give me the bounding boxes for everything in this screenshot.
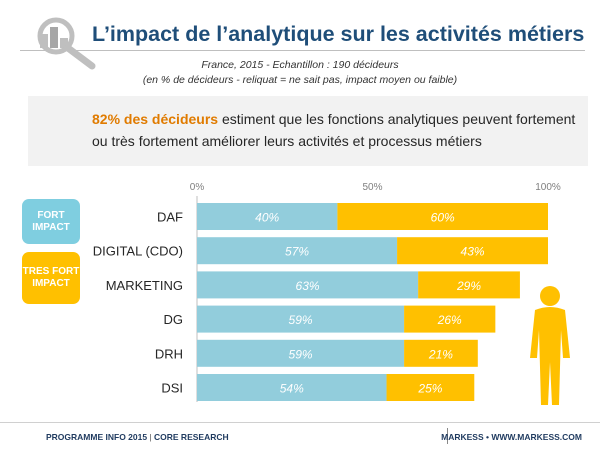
data-label: 59%: [289, 313, 313, 327]
data-label: 21%: [428, 347, 453, 361]
data-label: 60%: [431, 211, 455, 225]
x-tick-label: 100%: [535, 182, 561, 193]
bar-fort-impact: [197, 305, 405, 333]
bar-fort-impact: [197, 374, 387, 401]
x-tick-label: 50%: [362, 182, 382, 193]
data-label: 59%: [289, 347, 313, 361]
x-tick-label: 0%: [190, 182, 205, 193]
legend-fort-impact: FORT IMPACT: [22, 199, 80, 244]
data-label: 43%: [461, 245, 485, 259]
data-label: 63%: [296, 279, 320, 293]
data-label: 40%: [255, 211, 279, 225]
footer-program-name: PROGRAMME INFO 2015: [46, 432, 148, 442]
bar-tres-fort-impact: [337, 203, 548, 230]
bar-tres-fort-impact: [418, 271, 520, 299]
category-label: DG: [164, 312, 184, 327]
footer-brand-link[interactable]: MARKESS • WWW.MARKESS.COM: [441, 432, 582, 442]
data-label: 29%: [456, 279, 481, 293]
footer: [0, 422, 600, 451]
key-finding-text: 82% des décideurs estiment que les fonct…: [92, 108, 592, 152]
data-label: 54%: [280, 382, 304, 396]
page-title: L’impact de l’analytique sur les activit…: [92, 22, 585, 46]
bar-fort-impact: [197, 339, 405, 367]
bar-tres-fort-impact: [386, 374, 475, 401]
category-label: DRH: [155, 346, 183, 361]
bar-fort-impact: [197, 237, 398, 265]
footer-divider: [447, 428, 448, 444]
bar-fort-impact: [197, 271, 419, 299]
person-silhouette-icon: [530, 286, 570, 405]
bar-tres-fort-impact: [404, 305, 496, 333]
key-finding-callout: [28, 96, 588, 166]
footer-research: CORE RESEARCH: [154, 432, 229, 442]
data-label: 57%: [285, 245, 309, 259]
footer-program: PROGRAMME INFO 2015 | CORE RESEARCH: [46, 432, 229, 442]
bar-tres-fort-impact: [397, 237, 548, 265]
footer-separator: |: [147, 432, 155, 442]
magnifier-chart-icon: [37, 17, 96, 70]
legend-tres-fort-impact: TRES FORT IMPACT: [22, 252, 80, 304]
subtitle-sample: France, 2015 - Echantillon : 190 décideu…: [201, 59, 399, 71]
key-finding-highlight: 82% des décideurs: [92, 111, 219, 127]
category-label: DSI: [161, 381, 183, 396]
data-label: 26%: [437, 313, 462, 327]
key-finding-body: estiment que les fonctions analytiques p…: [92, 111, 576, 149]
title-divider: [20, 50, 585, 51]
bar-fort-impact: [197, 203, 338, 230]
subtitle-note: (en % de décideurs - reliquat = ne sait …: [142, 74, 458, 86]
bar-tres-fort-impact: [404, 339, 478, 367]
category-label: MARKETING: [106, 278, 183, 293]
category-label: DAF: [157, 210, 183, 225]
data-label: 25%: [417, 382, 442, 396]
category-label: DIGITAL (CDO): [93, 244, 183, 259]
